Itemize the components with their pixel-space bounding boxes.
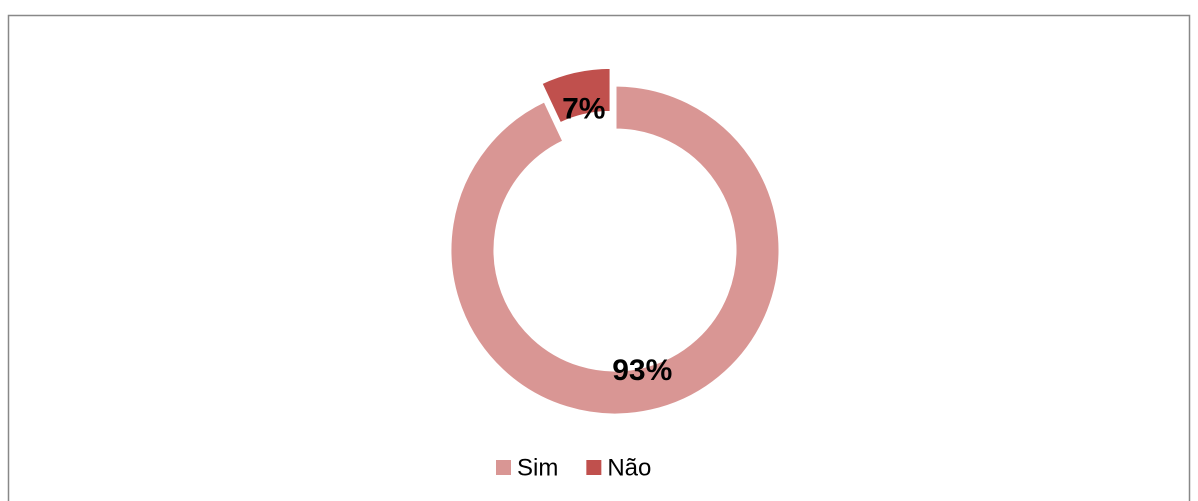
donut-slice: [448, 83, 782, 417]
legend-swatch: [496, 460, 511, 475]
legend-swatch: [586, 460, 602, 475]
donut-slice: [538, 65, 613, 126]
legend-label: Não: [607, 454, 651, 481]
data-label: 93%: [612, 354, 672, 387]
legend-label: Sim: [517, 454, 558, 481]
data-label: 7%: [562, 92, 605, 125]
